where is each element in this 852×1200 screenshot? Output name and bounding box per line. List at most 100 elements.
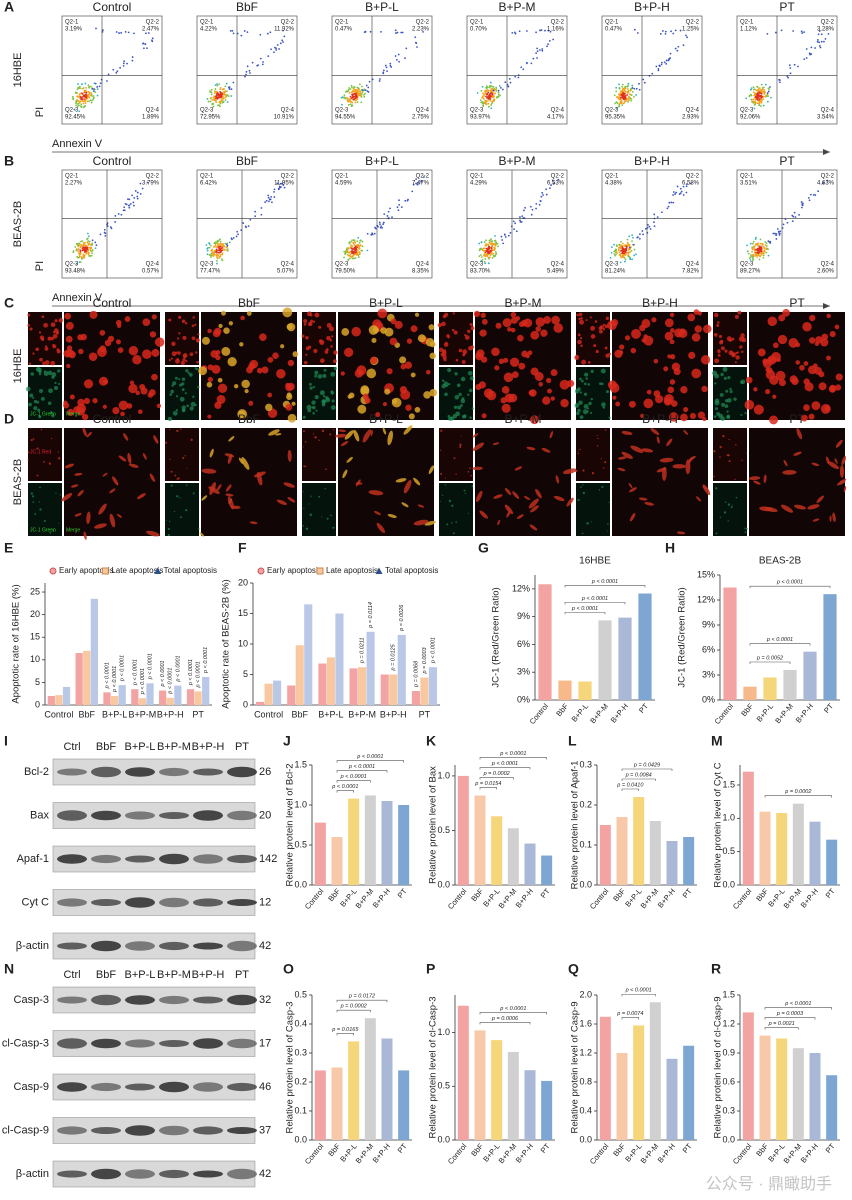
event-dot [685, 34, 687, 37]
blot-band [193, 1082, 223, 1092]
comparison-bracket [621, 993, 656, 997]
event-dot [630, 94, 633, 97]
bar [287, 685, 296, 705]
comparison-bracket [749, 585, 831, 589]
event-dot [679, 29, 682, 32]
event-dot [483, 252, 486, 255]
channel-label: JC-1 Green [30, 411, 56, 417]
event-dot [349, 97, 352, 100]
event-dot [353, 243, 356, 246]
event-dot [212, 252, 214, 255]
cell [312, 320, 316, 323]
event-dot [480, 256, 483, 258]
cell [51, 414, 55, 418]
event-dot [541, 48, 544, 50]
event-dot [398, 199, 400, 202]
event-dot [215, 91, 217, 94]
cell [216, 395, 226, 404]
event-dot [747, 252, 750, 255]
comparison-bracket [336, 999, 388, 1003]
event-dot [539, 29, 541, 32]
event-dot [77, 83, 79, 85]
event-dot [487, 105, 490, 108]
event-dot [346, 253, 349, 256]
x-tick-label: Control [254, 709, 283, 719]
event-dot [680, 190, 683, 193]
event-dot [755, 248, 758, 251]
event-dot [753, 103, 756, 106]
cell [461, 397, 465, 401]
cell [167, 527, 170, 531]
y-tick-label: 20 [30, 609, 40, 619]
cell [590, 411, 593, 414]
event-dot [517, 76, 520, 79]
event-dot [490, 243, 493, 246]
event-dot [212, 102, 215, 105]
event-dot [615, 90, 618, 93]
cell [31, 495, 35, 498]
event-dot [631, 84, 634, 87]
event-dot [756, 98, 759, 101]
event-dot [359, 252, 361, 254]
cell [29, 362, 32, 365]
cell [314, 436, 316, 438]
event-dot [123, 209, 126, 212]
event-dot [485, 95, 487, 98]
event-dot [483, 98, 485, 100]
event-dot [675, 191, 678, 194]
event-dot [214, 245, 216, 248]
event-dot [407, 198, 409, 201]
blot-band [57, 1082, 87, 1092]
event-dot [343, 250, 346, 253]
p-value: p = 0.0002 [340, 1004, 367, 1010]
event-dot [90, 254, 93, 257]
event-dot [98, 85, 101, 88]
cell [599, 329, 603, 334]
comparison-bracket [336, 1009, 371, 1013]
cell [448, 416, 453, 421]
event-dot [126, 62, 128, 65]
event-dot [139, 182, 142, 185]
cell [29, 327, 33, 331]
event-dot [765, 94, 768, 97]
cell [50, 322, 56, 328]
cell [468, 345, 473, 351]
cell [128, 383, 138, 394]
event-dot [151, 37, 154, 40]
event-dot [621, 249, 624, 252]
x-tick-label: PT [192, 709, 204, 719]
quadrant-percent: 1.89% [142, 115, 160, 121]
event-dot [371, 232, 374, 235]
bar [776, 813, 788, 885]
p-value: p < 0.0001 [776, 580, 803, 586]
event-dot [759, 249, 762, 251]
bar [366, 631, 375, 705]
x-tick-label: BbF [554, 701, 570, 718]
event-dot [619, 96, 622, 99]
event-dot [416, 46, 418, 48]
event-dot [395, 59, 398, 61]
cell [735, 443, 737, 446]
event-dot [624, 97, 627, 100]
event-dot [273, 188, 276, 191]
cell [599, 325, 604, 330]
p-value: p < 0.0001 [331, 784, 358, 790]
event-dot [357, 245, 360, 248]
quadrant-percent: 2.75% [412, 115, 430, 121]
cell [577, 450, 579, 452]
channel-label: Merge [66, 527, 80, 533]
y-tick-label: 0.2 [294, 1076, 307, 1086]
p-value: p = 0.0410 [616, 782, 644, 788]
event-dot [619, 253, 622, 255]
event-dot [268, 198, 271, 201]
x-tick-label: Control [446, 887, 469, 912]
event-dot [659, 65, 661, 68]
event-dot [488, 256, 491, 259]
x-tick-label: PT [419, 709, 431, 719]
cell [66, 345, 73, 351]
event-dot [626, 94, 628, 96]
event-dot [218, 83, 221, 86]
event-dot [750, 93, 752, 96]
blot-band [91, 899, 121, 906]
cell [740, 379, 746, 385]
